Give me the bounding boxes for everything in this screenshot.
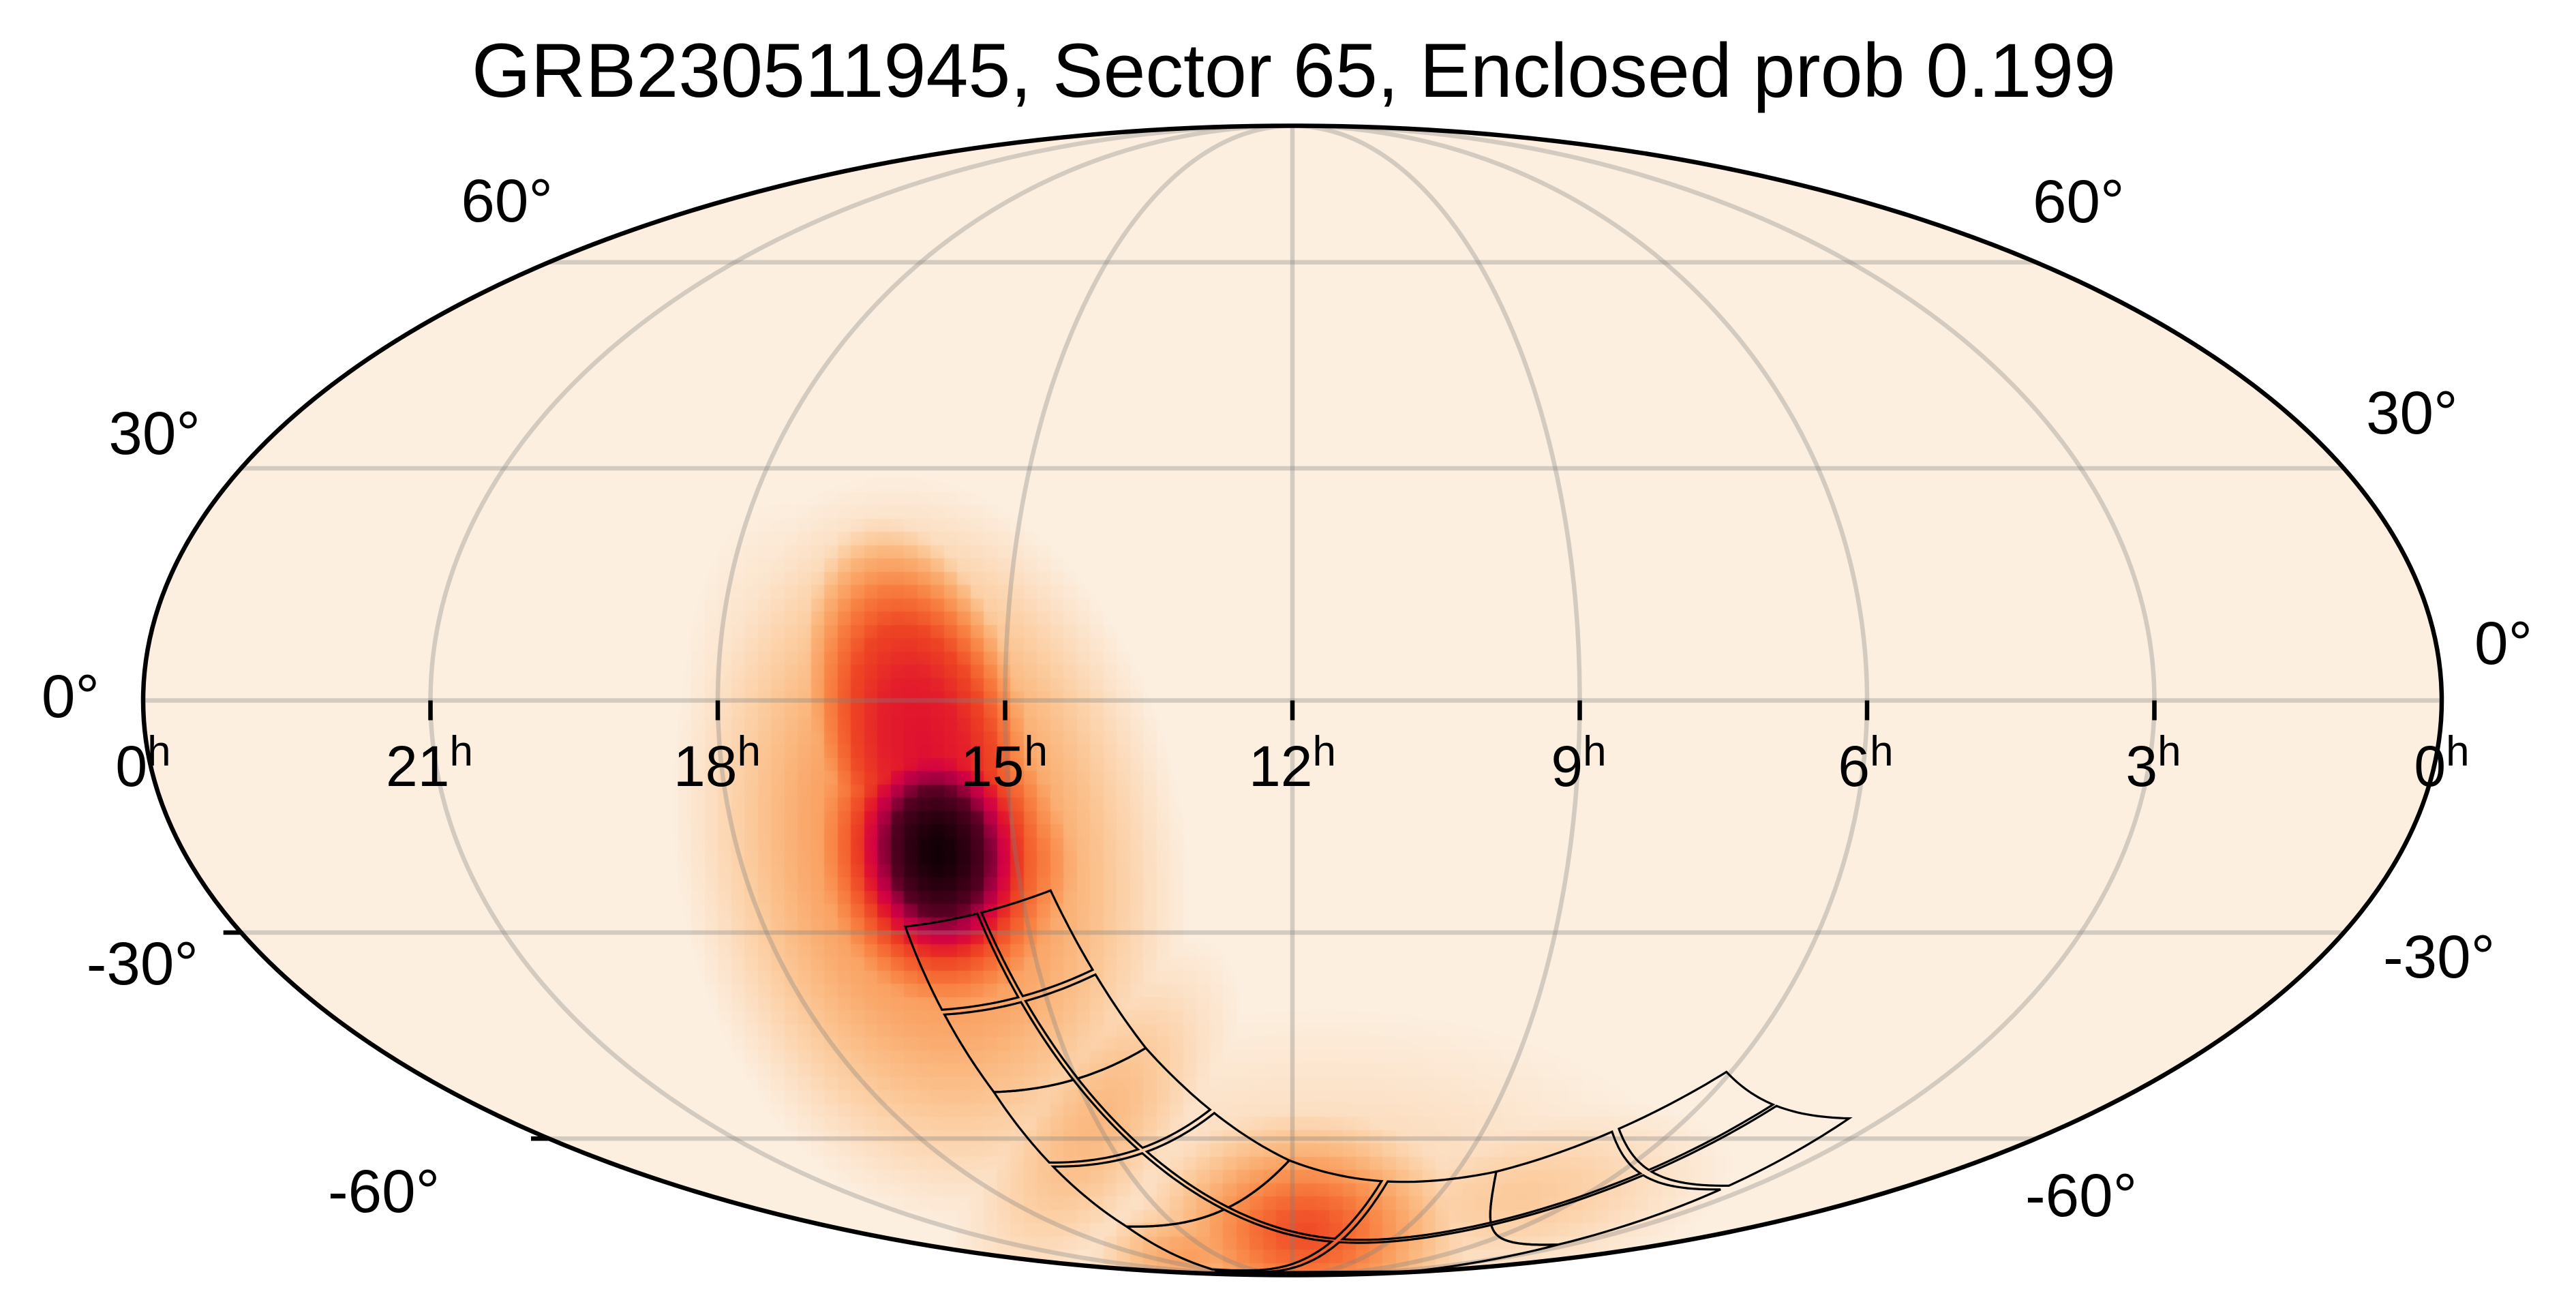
svg-text:-60°: -60° [2025,1161,2137,1229]
svg-text:9h: 9h [1551,728,1606,798]
svg-text:21h: 21h [386,728,473,798]
svg-text:30°: 30° [108,399,200,467]
svg-text:-30°: -30° [87,929,198,997]
svg-text:0h: 0h [2414,728,2469,798]
svg-text:30°: 30° [2366,378,2458,447]
svg-text:-60°: -60° [328,1157,440,1225]
svg-text:0h: 0h [115,728,170,798]
svg-text:60°: 60° [2033,167,2125,235]
svg-text:6h: 6h [1838,728,1893,798]
svg-text:0°: 0° [2474,609,2532,677]
svg-text:GRB230511945, Sector 65, Enclo: GRB230511945, Sector 65, Enclosed prob 0… [472,28,2116,113]
svg-text:15h: 15h [960,728,1048,798]
svg-text:3h: 3h [2125,728,2181,798]
svg-text:-30°: -30° [2383,922,2495,991]
svg-text:18h: 18h [673,728,761,798]
svg-text:0°: 0° [42,662,100,730]
svg-text:12h: 12h [1249,728,1336,798]
svg-text:60°: 60° [461,166,553,235]
